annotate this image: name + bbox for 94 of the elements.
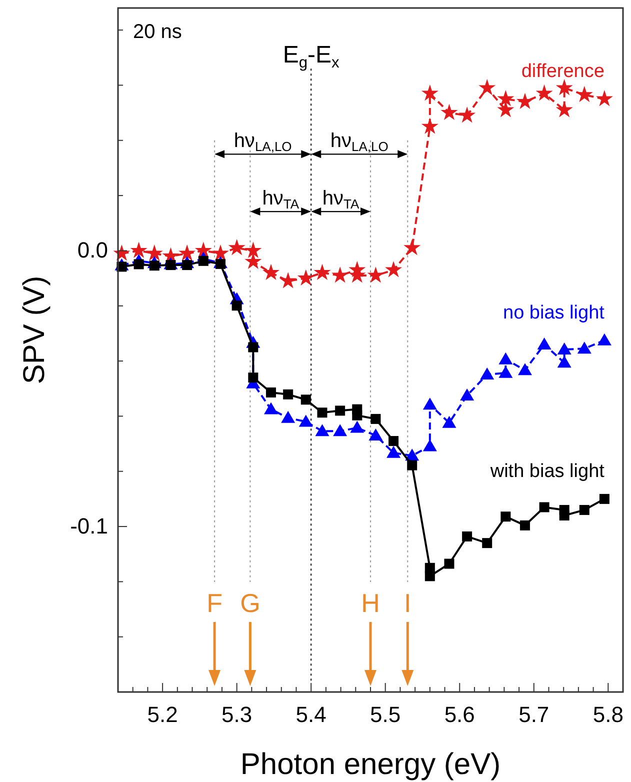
- point: [597, 333, 612, 346]
- point: [482, 538, 492, 548]
- point: [442, 416, 456, 428]
- point: [228, 239, 246, 256]
- point: [559, 510, 570, 520]
- point: [421, 84, 438, 101]
- point: [335, 406, 346, 416]
- point: [264, 402, 278, 414]
- point: [317, 408, 328, 418]
- point: [244, 242, 262, 258]
- point: [281, 410, 296, 423]
- point: [212, 244, 229, 261]
- point: [458, 106, 476, 123]
- y-axis-title: SPV (V): [18, 276, 51, 384]
- point: [579, 504, 590, 515]
- point: [500, 512, 511, 522]
- point: [385, 261, 402, 278]
- point: [421, 118, 438, 134]
- ref-line-label: F: [206, 588, 222, 618]
- point: [350, 420, 364, 433]
- x-tick-label: 5.5: [370, 702, 401, 727]
- point: [576, 86, 593, 102]
- point: [352, 410, 362, 420]
- point: [498, 366, 513, 378]
- point: [518, 363, 532, 376]
- point: [460, 388, 474, 401]
- ref-line-label: G: [240, 588, 260, 618]
- point: [444, 558, 454, 569]
- point: [557, 356, 572, 368]
- point: [480, 368, 494, 380]
- ref-line-label: I: [404, 588, 412, 618]
- series-label: difference: [521, 61, 604, 82]
- point: [556, 79, 573, 96]
- point: [557, 342, 572, 354]
- point: [248, 372, 258, 383]
- ref-line-label: E$_{g}$-E$_{x}$: [282, 42, 340, 72]
- point: [422, 439, 437, 452]
- point: [232, 300, 242, 311]
- point: [539, 502, 550, 512]
- annotation: hν$_{LA,LO}$: [234, 130, 292, 154]
- annotation: hν$_{LA,LO}$: [330, 130, 388, 154]
- point: [146, 244, 163, 261]
- point: [298, 414, 313, 427]
- series-label: with bias light: [489, 460, 606, 482]
- point: [596, 90, 613, 106]
- point: [556, 101, 573, 118]
- y-tick-label: -0.1: [70, 514, 108, 539]
- point: [536, 84, 553, 101]
- x-tick-label: 5.2: [147, 702, 178, 727]
- x-tick-label: 5.6: [444, 702, 475, 727]
- point: [178, 244, 196, 261]
- point: [248, 342, 258, 352]
- y-tick-label: 0.0: [77, 238, 108, 263]
- point: [130, 242, 148, 258]
- point: [297, 269, 314, 286]
- point: [520, 520, 530, 530]
- point: [280, 272, 297, 288]
- point: [370, 414, 381, 424]
- point: [388, 436, 399, 446]
- annotation: 20 ns: [133, 21, 182, 43]
- point: [440, 104, 458, 120]
- point: [422, 398, 437, 410]
- point: [333, 424, 348, 436]
- x-tick-label: 5.7: [518, 702, 550, 727]
- point: [283, 389, 294, 400]
- point: [462, 531, 472, 542]
- ref-line-label: H: [361, 588, 380, 618]
- point: [537, 337, 552, 350]
- point: [407, 460, 418, 470]
- point: [332, 266, 349, 283]
- annotation: hν$_{TA}$: [322, 188, 360, 212]
- series-label: no bias light: [503, 302, 606, 324]
- x-tick-label: 5.8: [592, 702, 624, 727]
- point: [404, 239, 421, 256]
- x-axis-title: Photon energy (eV): [240, 748, 501, 781]
- x-tick-label: 5.3: [222, 702, 252, 727]
- point: [516, 92, 534, 110]
- annotation: hν$_{TA}$: [262, 188, 300, 212]
- point: [315, 424, 330, 436]
- point: [262, 264, 280, 280]
- point: [386, 446, 401, 458]
- point: [599, 494, 610, 504]
- point: [134, 259, 144, 270]
- point: [424, 571, 435, 582]
- point: [405, 448, 420, 461]
- point: [577, 342, 592, 354]
- point: [300, 394, 311, 405]
- point: [498, 352, 513, 364]
- point: [266, 387, 276, 398]
- point: [314, 264, 331, 280]
- point: [478, 79, 496, 96]
- point: [368, 428, 383, 440]
- x-tick-label: 5.4: [296, 702, 326, 727]
- point: [497, 90, 514, 106]
